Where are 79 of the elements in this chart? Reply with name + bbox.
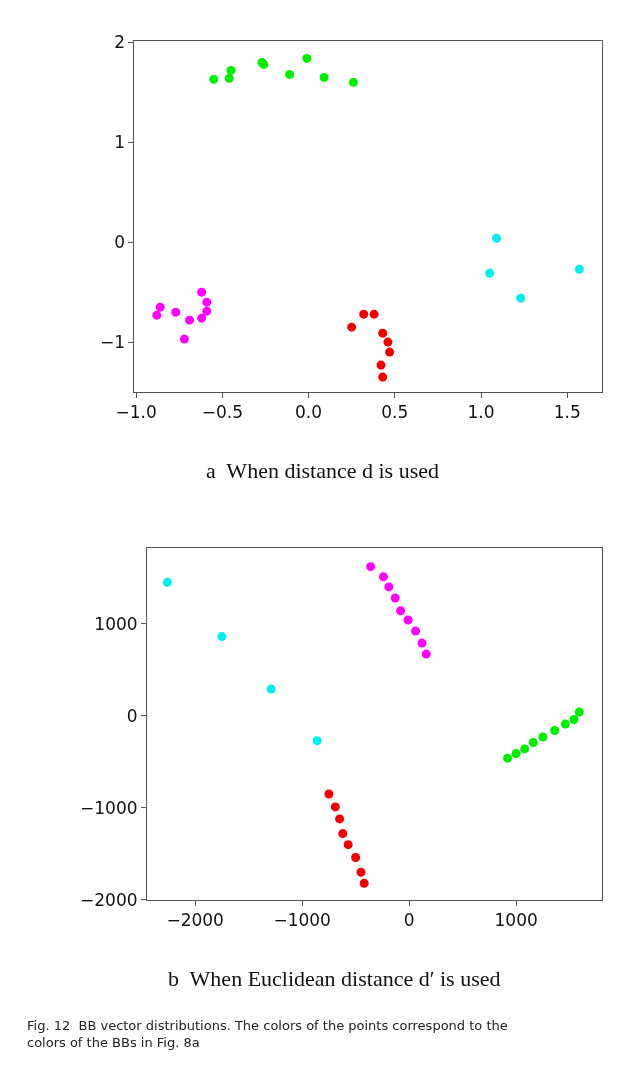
point [528,737,538,747]
point [209,74,219,84]
point [202,297,212,307]
point [356,867,366,877]
point [376,360,386,370]
point [417,638,427,648]
point [155,302,165,312]
y-tick-label: −1 [99,332,125,353]
point [343,840,353,850]
point [351,853,361,863]
y-tick-label: 0 [114,232,125,253]
point [396,606,406,616]
point [378,372,388,382]
point [560,719,570,729]
point [366,562,376,572]
point [324,789,334,799]
point [202,306,212,316]
point [359,878,369,888]
x-tick-label: −1000 [273,910,331,931]
point [503,753,513,763]
point [378,328,388,338]
point [224,73,234,83]
point [319,72,329,82]
point [226,65,236,75]
point [330,802,340,812]
point [179,334,189,344]
x-axis-title: a When distance d is used [206,458,439,483]
caption: Fig. 12 BB vector distributions. The colors of the points correspond to the colors of the BBs in Fig. 8a [27,1018,508,1050]
y-tick-label: −2000 [80,889,138,910]
x-tick-label: 1.5 [553,402,581,423]
point [359,309,369,319]
point [411,626,421,636]
point [383,337,393,347]
point [197,313,207,323]
point [516,293,526,303]
y-tick-label: 0 [126,705,138,726]
point [492,233,502,243]
point [569,714,579,724]
point [485,268,495,278]
point [520,744,530,754]
point [171,307,181,317]
y-tick-label: 2 [114,32,125,53]
point [348,77,358,87]
x-tick-label: 1000 [494,910,538,931]
point [266,684,276,694]
point [338,829,348,839]
y-tick-label: −1000 [80,797,138,818]
point [511,749,521,759]
point [574,707,584,717]
point [403,615,413,625]
point [385,347,395,357]
x-tick-label: −2000 [166,910,224,931]
x-tick-label: −0.5 [201,402,243,423]
point [162,577,172,587]
x-tick-label: 1.0 [467,402,495,423]
point [312,736,322,746]
point [285,69,295,79]
point [538,732,548,742]
point [347,322,357,332]
point [421,649,431,659]
point [152,310,162,320]
point [390,593,400,603]
point [369,309,379,319]
y-tick-label: 1 [114,132,125,153]
x-axis-title: b When Euclidean distance d′ is used [168,966,501,991]
x-tick-label: −1.0 [115,402,157,423]
point [197,287,207,297]
x-tick-label: 0 [403,910,415,931]
point [185,315,195,325]
point [378,572,388,582]
point [574,264,584,274]
point [550,726,560,736]
x-tick-label: 0.5 [381,402,409,423]
x-tick-label: 0.0 [295,402,323,423]
point [217,632,227,642]
point [302,53,312,63]
point [384,582,394,592]
point [335,814,345,824]
y-tick-label: 1000 [94,613,138,634]
